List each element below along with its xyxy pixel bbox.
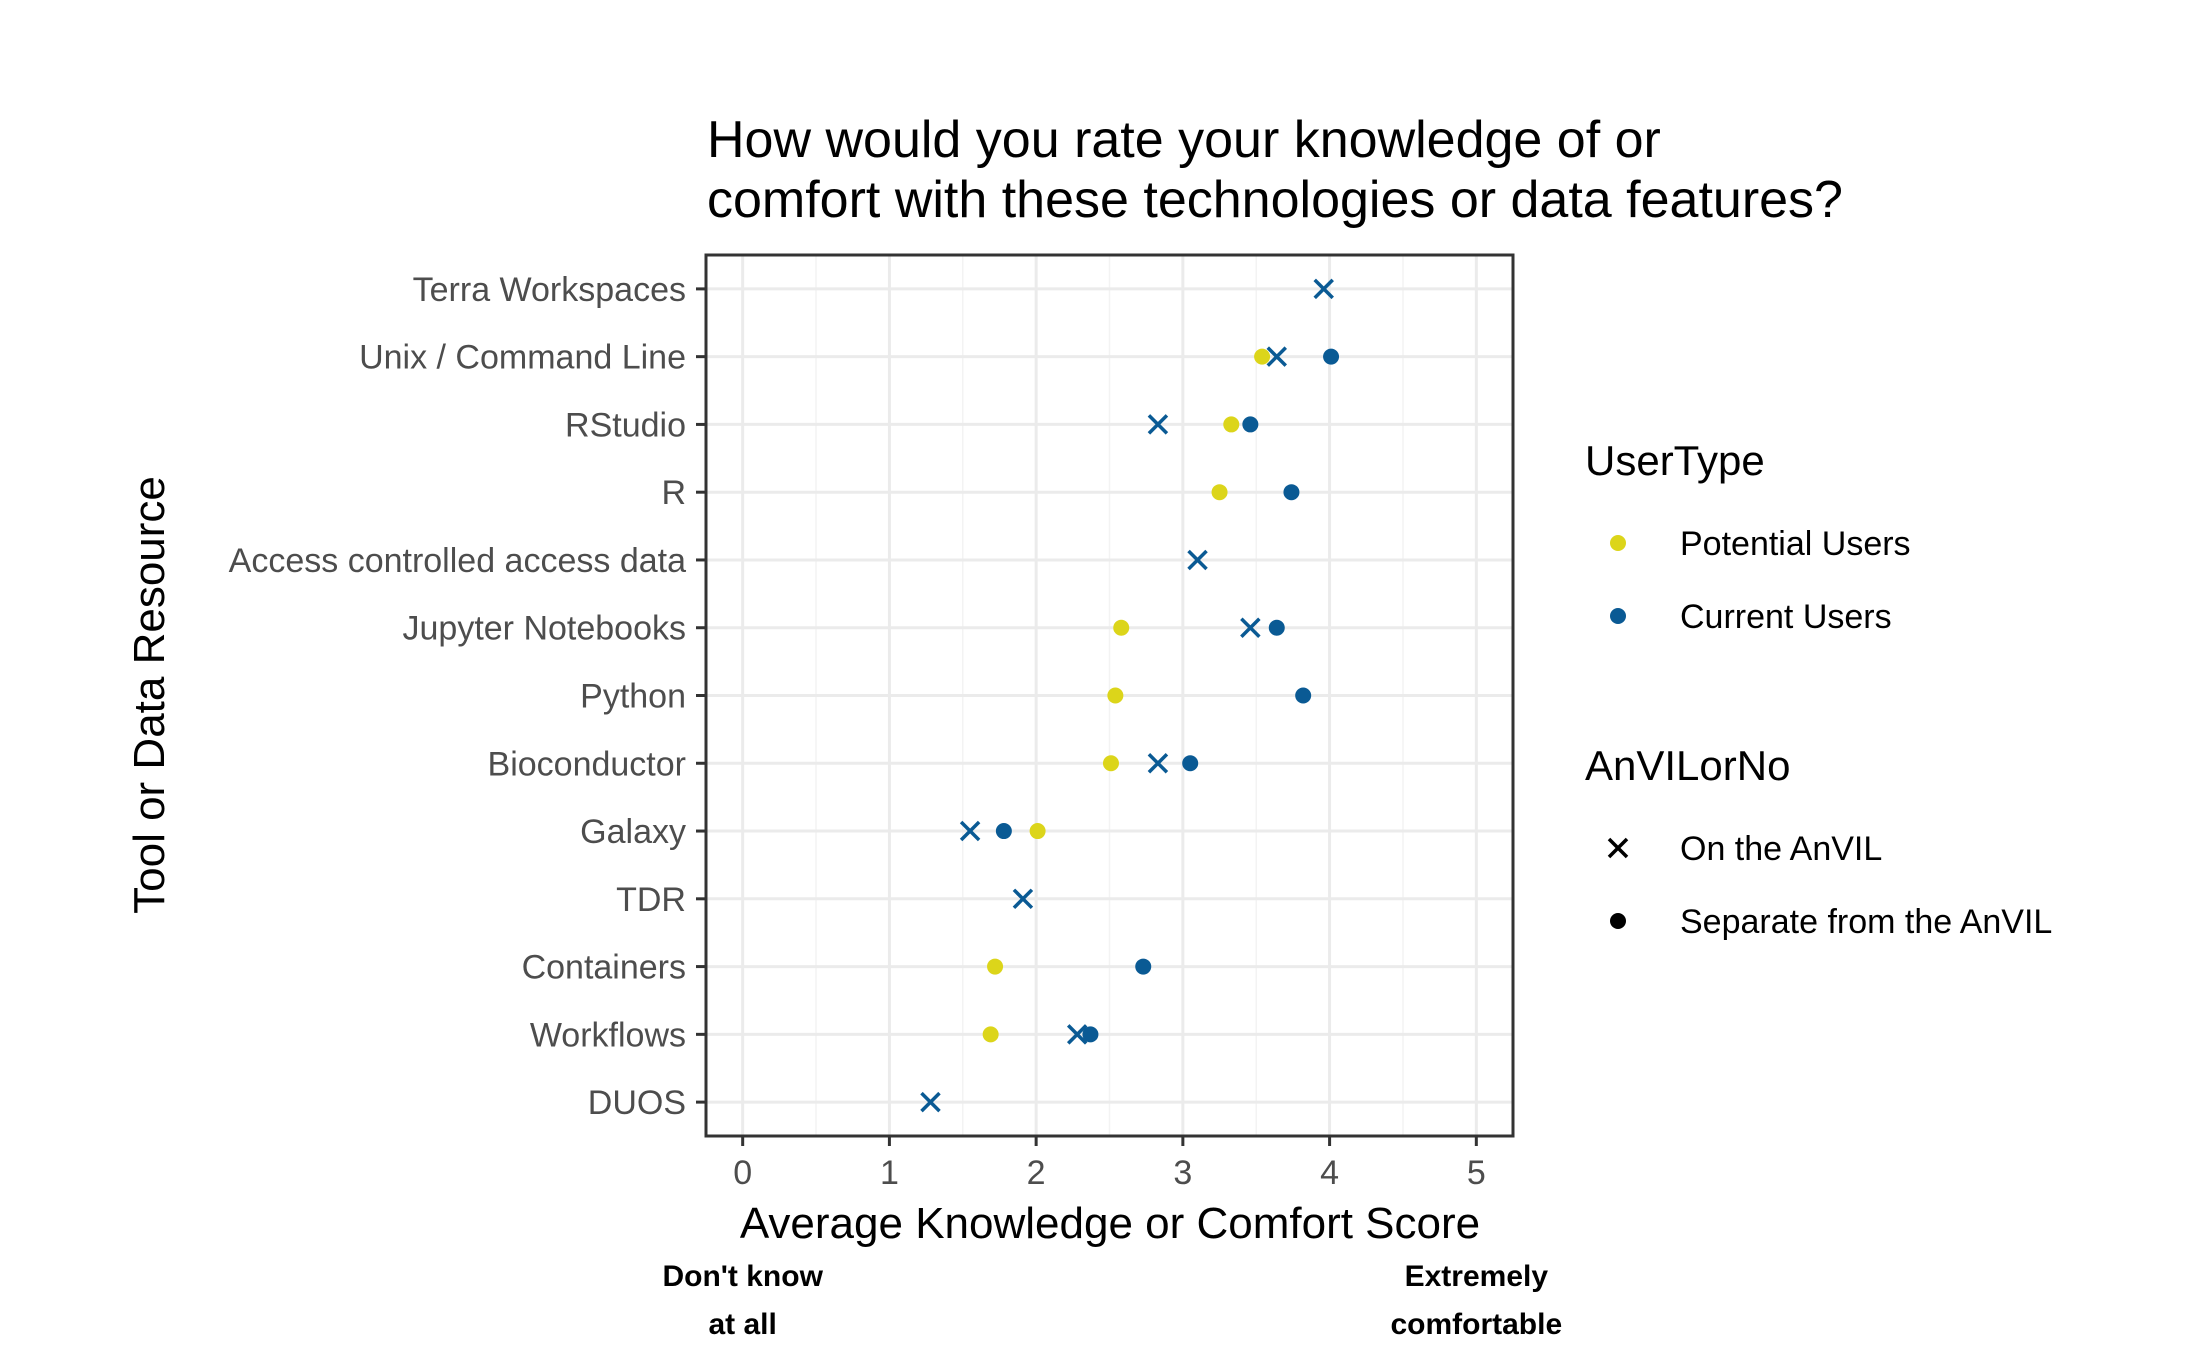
scale-anchor-label: Don't know (662, 1260, 823, 1293)
point-r-potential-users-separate-from-the-anvil (1211, 484, 1228, 501)
y-tick-label-bioconductor: Bioconductor (488, 745, 686, 783)
legend-label-on-the-anvil: On the AnVIL (1680, 830, 1882, 868)
legend-key-potential-users (1610, 535, 1626, 551)
point-bioconductor-potential-users-separate-from-the-anvil (1102, 755, 1119, 772)
point-workflows-potential-users-separate-from-the-anvil (982, 1026, 999, 1043)
point-bioconductor-current-users-on-the-anvil (1147, 753, 1169, 774)
scale-anchor-label: at all (708, 1308, 776, 1341)
y-tick-label-containers: Containers (522, 949, 686, 987)
point-bioconductor-current-users-separate-from-the-anvil (1182, 755, 1199, 772)
point-python-current-users-separate-from-the-anvil (1295, 687, 1312, 704)
cross-stroke (959, 820, 981, 842)
plot-marks (920, 278, 1340, 1113)
point-galaxy-potential-users-separate-from-the-anvil (1029, 823, 1046, 840)
point-containers-potential-users-separate-from-the-anvil (987, 958, 1004, 975)
cross-stroke (1607, 837, 1629, 859)
x-tick-label: 4 (1320, 1154, 1339, 1192)
scale-anchor-label: Extremely (1405, 1260, 1549, 1293)
y-axis-ticks: Terra Workspaces Unix / Command Line RStud… (229, 271, 706, 1122)
cross-stroke (1266, 346, 1288, 367)
point-tdr-current-users-on-the-anvil (1012, 888, 1034, 910)
legend-title-usertype: UserType (1585, 437, 1765, 484)
x-axis-title: Average Knowledge or Comfort Score (740, 1199, 1480, 1248)
legend-label-separate-from-the-anvil: Separate from the AnVIL (1680, 903, 2052, 941)
point-galaxy-current-users-on-the-anvil (959, 820, 981, 842)
point-unix-command-line-current-users-on-the-anvil (1266, 346, 1288, 367)
point-rstudio-current-users-on-the-anvil (1147, 414, 1169, 435)
x-tick-label: 1 (880, 1154, 899, 1192)
cross-stroke (1240, 617, 1261, 638)
point-containers-current-users-separate-from-the-anvil (1135, 958, 1152, 975)
legend-key-separate-from-the-anvil (1610, 913, 1626, 929)
cross-stroke (1187, 549, 1208, 571)
x-tick-label: 2 (1027, 1154, 1046, 1192)
point-jupyter-notebooks-current-users-on-the-anvil (1240, 617, 1261, 638)
point-r-current-users-separate-from-the-anvil (1283, 484, 1300, 501)
y-tick-label-access-controlled-access-data: Access controlled access data (229, 542, 686, 580)
legend-title-anvilorno: AnVILorNo (1585, 742, 1790, 789)
cross-stroke (1313, 278, 1334, 300)
scale-anchor-labels: Don't know at all Extremely comfortable (662, 1260, 1562, 1341)
cross-stroke (1012, 888, 1034, 910)
y-tick-label-r: R (661, 474, 686, 512)
point-terra-workspaces-current-users-on-the-anvil (1313, 278, 1334, 300)
cross-stroke (1066, 1024, 1088, 1045)
y-tick-label-unix-command-line: Unix / Command Line (359, 339, 686, 377)
y-tick-label-rstudio: RStudio (565, 406, 686, 444)
point-rstudio-potential-users-separate-from-the-anvil (1223, 416, 1240, 433)
y-tick-label-tdr: TDR (616, 881, 686, 919)
legend-label-potential-users: Potential Users (1680, 525, 1911, 563)
point-python-potential-users-separate-from-the-anvil (1107, 687, 1124, 704)
y-tick-label-python: Python (580, 678, 686, 716)
point-workflows-current-users-on-the-anvil (1066, 1024, 1088, 1045)
y-tick-label-terra-workspaces: Terra Workspaces (413, 271, 686, 309)
point-rstudio-current-users-separate-from-the-anvil (1242, 416, 1259, 433)
point-unix-command-line-current-users-separate-from-the-anvil (1323, 348, 1340, 365)
x-tick-label: 5 (1467, 1154, 1486, 1192)
x-tick-label: 3 (1173, 1154, 1192, 1192)
point-jupyter-notebooks-potential-users-separate-from-the-anvil (1113, 619, 1130, 636)
cross-stroke (1147, 414, 1169, 435)
legend-key-current-users (1610, 608, 1626, 624)
point-duos-current-users-on-the-anvil (920, 1091, 941, 1113)
legend-label-current-users: Current Users (1680, 598, 1892, 636)
point-workflows-current-users-separate-from-the-anvil (1082, 1026, 1099, 1043)
chart-title: How would you rate your knowledge of or … (707, 111, 1843, 229)
legend-key-on-the-anvil (1607, 837, 1629, 859)
chart-title-line-1: How would you rate your knowledge of or (707, 111, 1661, 169)
y-tick-label-jupyter-notebooks: Jupyter Notebooks (403, 610, 687, 648)
y-axis-title: Tool or Data Resource (125, 476, 174, 914)
chart-title-line-2: comfort with these technologies or data … (707, 171, 1843, 229)
scale-anchor-label: comfortable (1390, 1308, 1562, 1341)
y-tick-label-duos: DUOS (588, 1084, 686, 1122)
point-galaxy-current-users-separate-from-the-anvil (995, 823, 1012, 840)
y-tick-label-workflows: Workflows (530, 1016, 686, 1054)
y-tick-label-galaxy: Galaxy (580, 813, 686, 851)
cross-stroke (920, 1091, 941, 1113)
x-tick-label: 0 (733, 1154, 752, 1192)
point-jupyter-notebooks-current-users-separate-from-the-anvil (1268, 619, 1285, 636)
point-unix-command-line-potential-users-separate-from-the-anvil (1254, 348, 1271, 365)
x-axis-ticks: 0 1 2 3 4 5 (733, 1136, 1486, 1192)
point-access-controlled-access-data-current-users-on-the-anvil (1187, 549, 1208, 571)
legend: UserType Potential Users Current Users AnVI… (1585, 437, 2052, 941)
cross-stroke (1147, 753, 1169, 774)
